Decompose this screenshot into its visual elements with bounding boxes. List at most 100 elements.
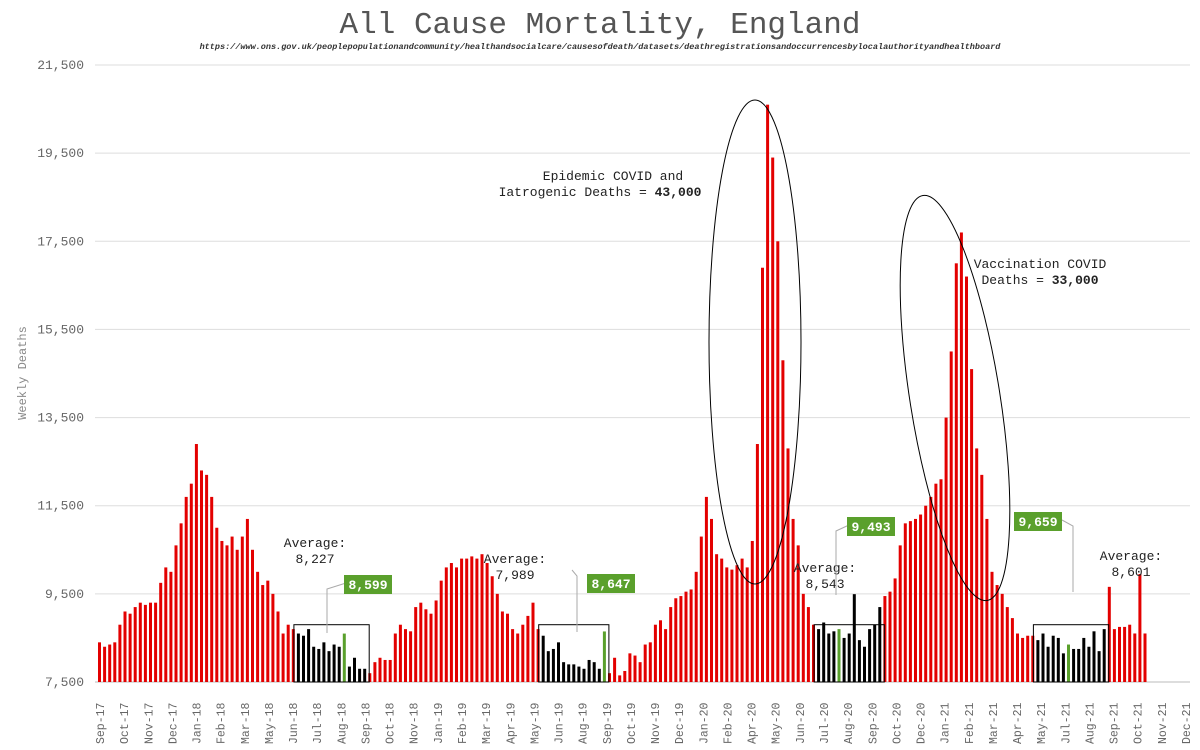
bar bbox=[1138, 574, 1142, 682]
bar bbox=[317, 648, 321, 682]
x-tick-label: Sep-19 bbox=[602, 702, 615, 744]
bar bbox=[230, 536, 234, 682]
bar bbox=[516, 633, 520, 682]
bar bbox=[123, 611, 127, 682]
bar bbox=[1010, 618, 1014, 682]
bar bbox=[194, 444, 198, 682]
bar bbox=[1128, 624, 1132, 682]
bar bbox=[521, 624, 525, 682]
bar bbox=[842, 637, 846, 682]
bar bbox=[261, 585, 265, 682]
bar bbox=[643, 644, 647, 682]
bar bbox=[495, 593, 499, 682]
bar bbox=[133, 607, 137, 682]
bar bbox=[291, 629, 295, 682]
y-tick-label: 17,500 bbox=[37, 234, 84, 249]
bar bbox=[944, 417, 948, 682]
x-tick-label: Oct-21 bbox=[1133, 702, 1146, 744]
bar bbox=[169, 571, 173, 682]
bar bbox=[1097, 651, 1101, 682]
bar bbox=[908, 521, 912, 682]
bar bbox=[1026, 635, 1030, 682]
bar bbox=[398, 624, 402, 682]
summer-boxes bbox=[293, 624, 1110, 683]
bar bbox=[689, 589, 693, 682]
bar bbox=[1031, 635, 1035, 682]
bar bbox=[812, 624, 815, 682]
callout-leader bbox=[571, 569, 578, 632]
average-label: Average: bbox=[794, 561, 856, 576]
average-value: 8,543 bbox=[805, 577, 844, 592]
x-tick-label: Mar-18 bbox=[240, 702, 253, 744]
bar bbox=[608, 673, 611, 682]
bar bbox=[184, 496, 188, 682]
y-axis-label: Weekly Deaths bbox=[16, 326, 30, 420]
bar bbox=[363, 668, 367, 682]
bar bbox=[536, 629, 540, 682]
x-tick-label: Dec-20 bbox=[916, 702, 929, 744]
bar bbox=[1123, 626, 1127, 682]
bar bbox=[143, 604, 147, 682]
x-tick-label: Oct-20 bbox=[891, 702, 904, 744]
bar bbox=[159, 582, 163, 682]
bar bbox=[251, 549, 254, 682]
x-tick-label: Dec-21 bbox=[1181, 702, 1194, 744]
bar bbox=[215, 527, 219, 682]
bar bbox=[888, 591, 892, 682]
vaccination-label-prefix: Deaths = bbox=[981, 273, 1051, 288]
bar bbox=[786, 448, 790, 682]
y-tick-label: 7,500 bbox=[45, 675, 84, 690]
callout-leader bbox=[1061, 519, 1074, 592]
x-tick-label: Aug-21 bbox=[1084, 702, 1097, 744]
x-tick-label: Jul-20 bbox=[819, 702, 832, 744]
bar bbox=[1000, 593, 1004, 682]
bar bbox=[694, 571, 698, 682]
x-tick-label: Jul-18 bbox=[312, 702, 325, 744]
bar bbox=[863, 646, 866, 682]
bar bbox=[837, 629, 841, 682]
bars bbox=[98, 104, 1147, 683]
bar bbox=[1036, 640, 1040, 682]
bar bbox=[225, 545, 229, 682]
bar bbox=[307, 629, 311, 682]
bar bbox=[358, 668, 362, 682]
bar bbox=[511, 629, 515, 682]
bar bbox=[669, 607, 673, 682]
bar bbox=[98, 642, 101, 682]
callout-value: 8,599 bbox=[348, 578, 387, 593]
average-value: 7,989 bbox=[495, 568, 534, 583]
vaccination-label-line1: Vaccination COVID bbox=[974, 257, 1107, 272]
bar bbox=[210, 496, 214, 682]
vaccination-label-value: 33,000 bbox=[1052, 273, 1099, 288]
average-period-box bbox=[1032, 624, 1110, 683]
bar bbox=[740, 558, 744, 682]
y-tick-label: 19,500 bbox=[37, 146, 84, 161]
x-tick-label: Jun-18 bbox=[288, 702, 301, 744]
bar bbox=[174, 545, 178, 682]
vaccination-ellipse bbox=[899, 194, 1011, 602]
x-tick-label: May-20 bbox=[771, 702, 784, 744]
bar bbox=[975, 448, 979, 682]
bar bbox=[954, 263, 958, 682]
x-tick-label: Jun-19 bbox=[554, 702, 567, 744]
bar bbox=[266, 580, 270, 682]
bar bbox=[801, 593, 805, 682]
bar bbox=[128, 613, 132, 682]
x-tick-label: Jul-21 bbox=[1060, 702, 1073, 744]
bar bbox=[383, 659, 387, 682]
bar bbox=[1133, 633, 1137, 682]
bar bbox=[113, 642, 117, 682]
callout-leader bbox=[326, 582, 347, 633]
bar bbox=[577, 666, 581, 682]
x-tick-label: Dec-19 bbox=[674, 702, 687, 744]
bar bbox=[847, 633, 851, 682]
bar bbox=[118, 624, 122, 682]
bar bbox=[623, 670, 627, 682]
bar bbox=[959, 232, 963, 682]
bar bbox=[439, 580, 443, 682]
bar bbox=[302, 635, 305, 682]
epidemic-label-value: 43,000 bbox=[655, 185, 702, 200]
x-tick-label: Sep-18 bbox=[360, 702, 373, 744]
